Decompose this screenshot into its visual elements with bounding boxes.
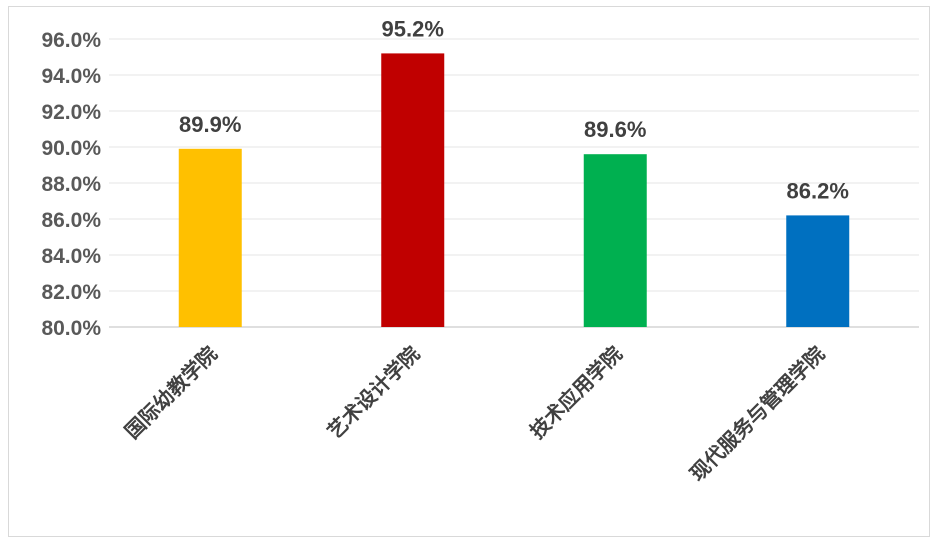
bar — [178, 148, 242, 327]
x-tick-label: 现代服务与管理学院 — [685, 342, 829, 486]
x-tick-label: 艺术设计学院 — [322, 342, 424, 444]
y-tick-label: 90.0% — [41, 137, 101, 160]
x-axis-ticks: 国际幼教学院 艺术设计学院 技术应用学院 现代服务与管理学院 — [120, 342, 829, 486]
bar-chart: 80.0% 82.0% 84.0% 86.0% 88.0% 90.0% 92.0% 94.0%… — [41, 16, 919, 486]
x-tick-label: 技术应用学院 — [525, 342, 627, 444]
y-tick-label: 86.0% — [41, 209, 101, 232]
y-tick-label: 82.0% — [41, 281, 101, 304]
y-tick-label: 88.0% — [41, 173, 101, 196]
y-axis-ticks: 80.0% 82.0% 84.0% 86.0% 88.0% 90.0% 92.0% 94.0%… — [41, 29, 101, 340]
chart-frame: 80.0% 82.0% 84.0% 86.0% 88.0% 90.0% 92.0% 94.0%… — [8, 6, 930, 537]
y-tick-label: 92.0% — [41, 101, 101, 124]
y-tick-label: 80.0% — [41, 317, 101, 340]
y-tick-label: 84.0% — [41, 245, 101, 268]
gridlines — [109, 38, 919, 328]
data-labels: 89.9% 95.2% 89.6% 86.2% — [179, 16, 849, 203]
y-tick-label: 94.0% — [41, 65, 101, 88]
data-label: 95.2% — [382, 16, 444, 41]
bars — [178, 53, 850, 328]
x-tick-label: 国际幼教学院 — [120, 342, 222, 444]
y-tick-label: 96.0% — [41, 29, 101, 52]
data-label: 86.2% — [787, 178, 849, 203]
data-label: 89.9% — [179, 112, 241, 137]
data-label: 89.6% — [584, 117, 646, 142]
bar — [786, 215, 850, 327]
bar — [381, 53, 445, 328]
bar — [583, 154, 647, 327]
